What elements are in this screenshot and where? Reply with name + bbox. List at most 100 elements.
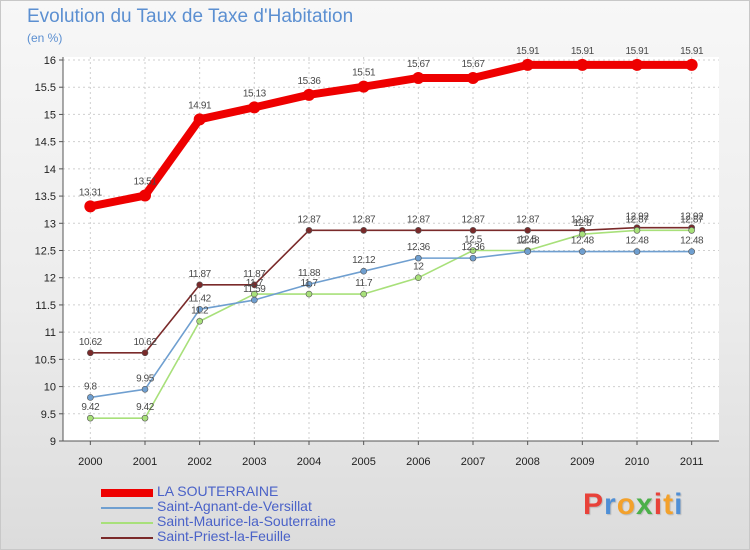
x-tick-label: 2010 (625, 456, 649, 468)
x-tick-label: 2011 (680, 456, 704, 468)
data-label: 12.87 (297, 214, 321, 225)
data-label: 10.62 (133, 337, 157, 348)
y-tick-label: 10 (44, 382, 56, 394)
data-point (467, 71, 479, 84)
legend-label-saint-maurice: Saint-Maurice-la-Souterraine (157, 513, 336, 529)
data-point (248, 101, 261, 114)
data-point (415, 274, 422, 282)
data-point (685, 58, 698, 71)
logo-letter: i (674, 488, 684, 521)
logo-letter: i (653, 488, 664, 521)
data-label: 12.12 (352, 255, 376, 266)
data-label: 12.8 (573, 218, 592, 229)
data-label: 12.87 (461, 214, 485, 225)
proxiti-logo: Proxiti (583, 488, 683, 522)
x-tick-label: 2003 (242, 456, 266, 468)
data-point (305, 227, 313, 234)
data-label: 9.95 (136, 373, 155, 384)
data-label: 15.67 (407, 59, 431, 70)
data-point (524, 248, 531, 255)
data-label: 9.42 (136, 402, 155, 413)
series-line-1 (89, 250, 693, 399)
data-label: 12.48 (571, 236, 595, 247)
x-tick-label: 2002 (187, 456, 211, 468)
data-label: 14.91 (188, 100, 212, 111)
data-label: 12.36 (461, 242, 485, 253)
y-tick-label: 11 (45, 327, 56, 339)
data-label: 13.51 (133, 177, 157, 188)
x-tick-label: 2006 (406, 456, 430, 468)
data-label: 15.91 (680, 46, 704, 57)
y-tick-label: 11.5 (35, 300, 56, 312)
data-point (87, 394, 94, 401)
data-point (87, 349, 94, 357)
data-point (521, 58, 534, 71)
data-label: 11.2 (191, 305, 209, 316)
data-label: 11.59 (243, 284, 266, 295)
y-unit-label: (en %) (27, 31, 63, 45)
legend-label-saint-agnant: Saint-Agnant-de-Versillat (157, 498, 312, 514)
data-point (251, 296, 258, 304)
data-point (305, 280, 313, 288)
plot-area (63, 57, 719, 441)
data-label: 11.7 (355, 278, 373, 289)
x-tick-label: 2001 (133, 456, 157, 468)
data-point (84, 200, 97, 213)
data-label: 15.67 (461, 59, 485, 70)
data-point (196, 317, 203, 325)
logo-letter: P (583, 488, 605, 521)
data-point (631, 58, 643, 71)
y-tick-label: 16 (44, 55, 56, 67)
data-label: 10.62 (79, 337, 103, 348)
y-tick-label: 9 (50, 436, 56, 448)
x-tick-label: 2009 (570, 456, 594, 468)
data-label: 12.87 (352, 214, 376, 225)
data-point (305, 290, 313, 298)
data-label: 15.91 (571, 46, 595, 57)
data-point (87, 414, 94, 422)
x-tick-label: 2004 (297, 456, 321, 468)
y-tick-label: 10.5 (35, 354, 56, 366)
data-label: 12.92 (680, 212, 704, 223)
data-label: 11.88 (298, 268, 321, 279)
data-label: 11.7 (246, 278, 264, 289)
legend-swatch-saint-priest (101, 537, 153, 539)
x-tick-label: 2008 (515, 456, 539, 468)
data-label: 12.5 (464, 235, 483, 246)
legend-label-la-souterraine: LA SOUTERRAINE (157, 483, 279, 499)
y-tick-label: 9.5 (41, 409, 56, 421)
data-point (688, 227, 695, 234)
data-point (633, 227, 641, 234)
data-label: 12.36 (407, 242, 431, 253)
data-label: 15.13 (243, 88, 267, 99)
data-point (141, 385, 149, 393)
data-label: 12.48 (625, 236, 649, 247)
data-point (360, 227, 367, 234)
data-label: 9.8 (84, 381, 98, 392)
data-label: 15.91 (516, 46, 540, 57)
series-line-2 (89, 229, 693, 419)
data-label: 12.87 (407, 214, 431, 225)
data-label: 15.51 (352, 68, 376, 79)
data-label: 11.7 (300, 278, 318, 289)
data-point (360, 267, 367, 275)
logo-letter: o (616, 488, 637, 521)
legend-swatch-la-souterraine (101, 489, 153, 497)
y-tick-label: 14.5 (35, 137, 56, 149)
data-point (633, 248, 641, 255)
series-line-3 (89, 226, 693, 354)
data-point (303, 88, 315, 101)
legend-swatch-saint-agnant (101, 507, 153, 509)
data-label: 12.5 (519, 235, 538, 246)
data-label: 12.87 (571, 214, 595, 225)
data-point (415, 254, 422, 262)
data-point (141, 349, 149, 357)
data-label: 12.48 (680, 236, 704, 247)
data-point (251, 281, 258, 289)
data-label: 12.92 (625, 212, 649, 223)
y-tick-label: 13.5 (35, 191, 56, 203)
x-tick-label: 2005 (351, 456, 375, 468)
data-label: 15.91 (625, 46, 649, 57)
